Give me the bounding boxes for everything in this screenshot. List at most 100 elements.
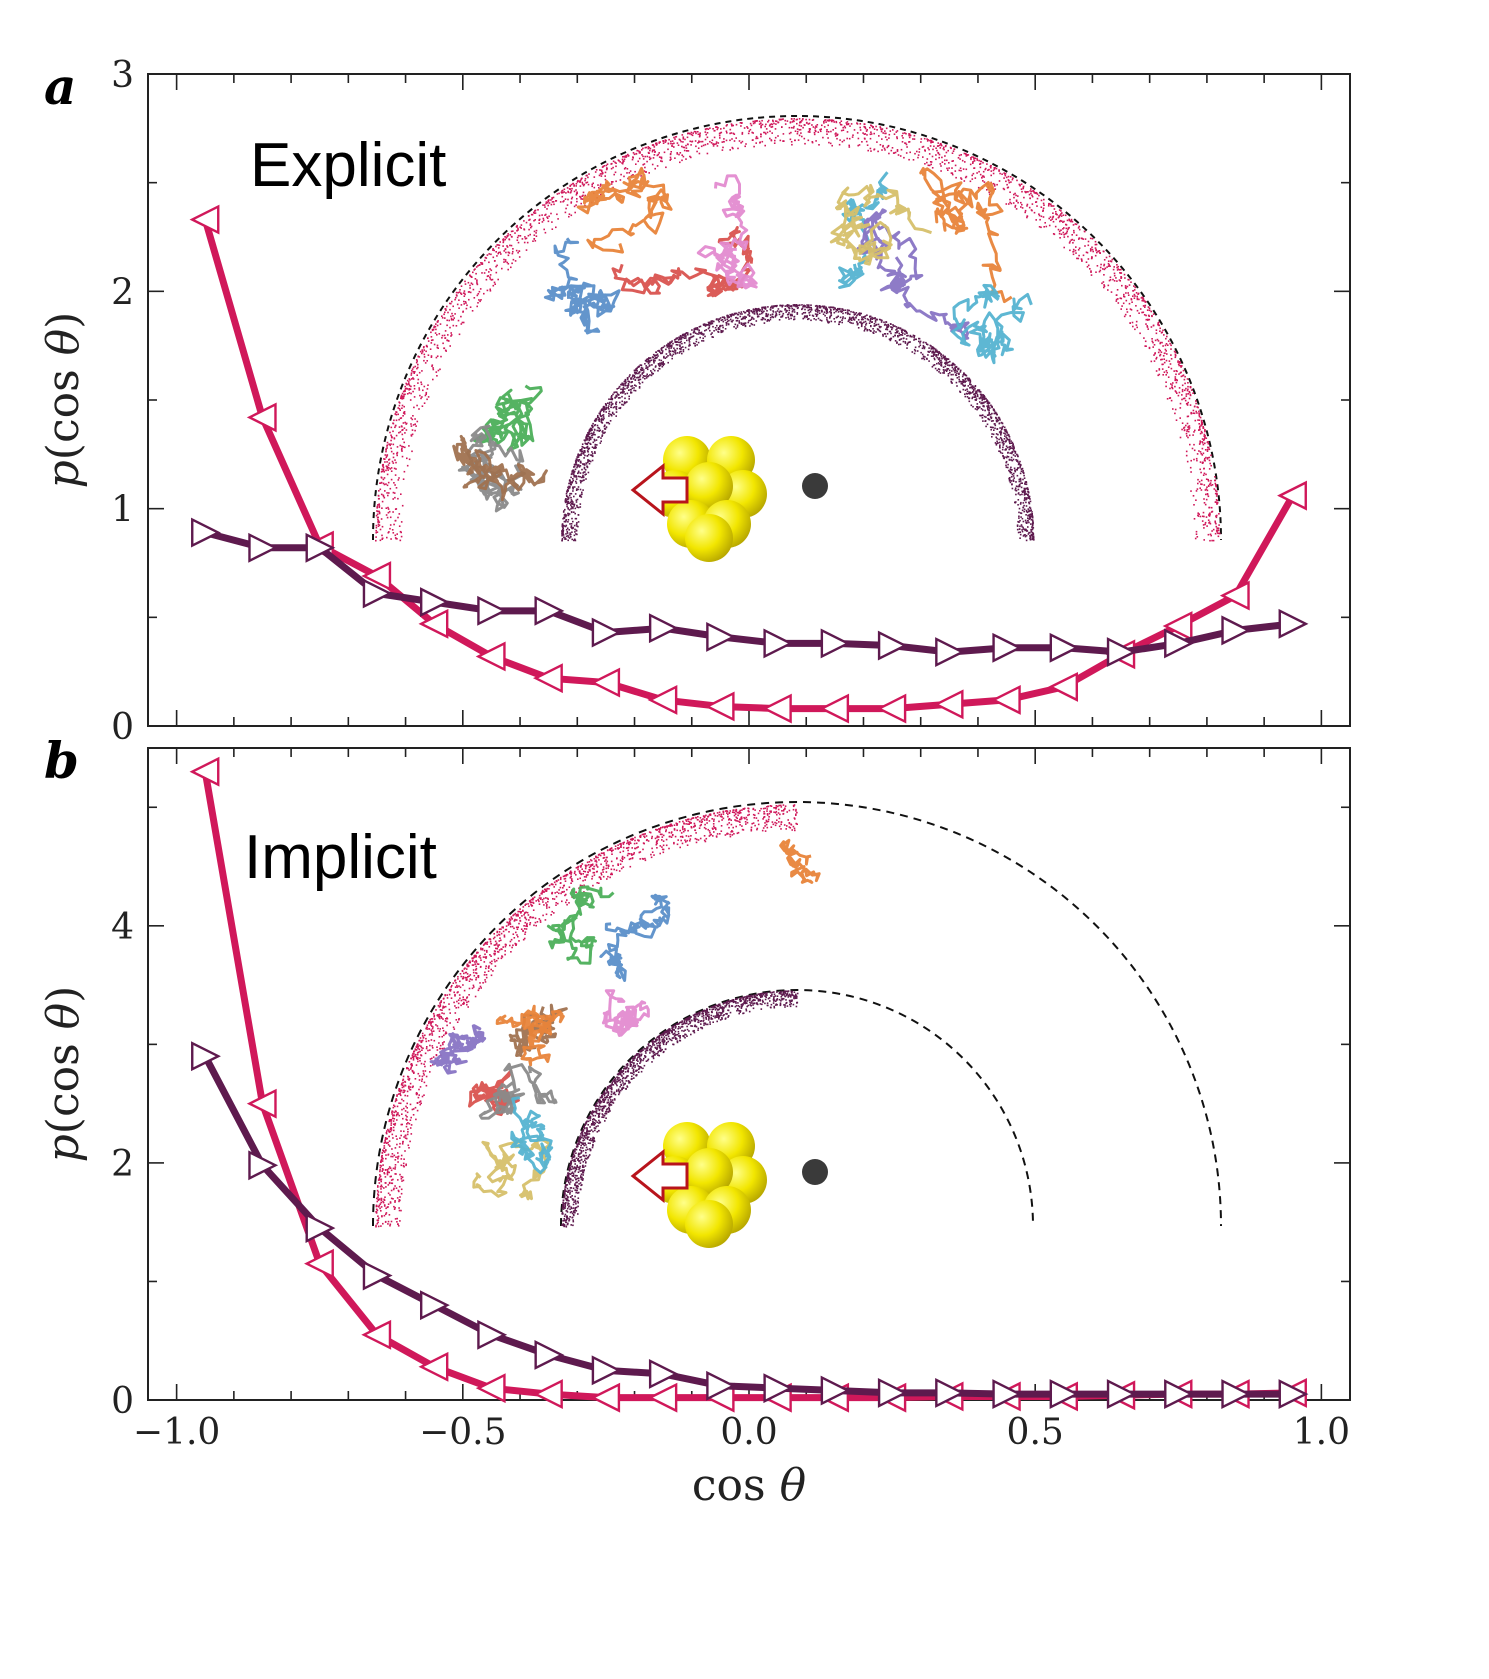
data-point-purple-right-triangles [648,613,679,644]
data-point-red-left-triangles [933,689,964,720]
outer-boundary-arc [372,801,1222,1227]
data-point-purple-right-triangles [935,637,966,668]
data-point-purple-right-triangles [706,621,737,652]
data-point-red-left-triangles [361,561,392,591]
data-point-purple-right-triangles [305,532,336,563]
inner-boundary-arc [560,989,1034,1227]
data-point-red-left-triangles [876,693,907,724]
data-point-red-left-triangles [304,1248,334,1279]
trajectory-left [478,1062,558,1120]
x-tick-label: 0.0 [720,1412,777,1453]
inset-illustration [372,115,1222,562]
outer-speckle-band [375,118,1221,542]
sphere [685,1200,733,1248]
data-point-red-left-triangles [590,667,621,698]
data-point-red-left-triangles [990,684,1021,715]
data-point-purple-right-triangles [419,587,450,618]
data-point-purple-right-triangles [419,1290,450,1321]
data-point-red-left-triangles [246,402,277,433]
probe-dot [802,473,828,499]
data-point-purple-right-triangles [1164,1379,1194,1410]
trajectory-left [473,384,543,452]
panel-title: Implicit [244,823,437,892]
outer-speckle-band [375,804,798,1228]
data-point-red-left-triangles [475,1373,506,1404]
y-axis-label: p(cos θ) [38,312,89,489]
inner-speckle-band [561,304,1035,542]
data-point-purple-right-triangles [820,628,851,659]
y-axis-label: p(cos θ) [38,986,89,1163]
y-tick-label: 4 [111,907,134,948]
data-point-red-left-triangles [647,1382,678,1413]
data-point-purple-right-triangles [191,1041,221,1072]
data-point-purple-right-triangles [877,630,908,661]
trajectory-right [829,183,932,266]
data-point-purple-right-triangles [935,1377,966,1408]
inner-speckle-band [561,990,799,1228]
trajectory-left [510,1096,554,1175]
trajectory-left [696,174,758,290]
data-point-purple-right-triangles [305,1213,336,1244]
data-point-red-left-triangles [532,1379,563,1410]
data-point-purple-right-triangles [1106,1379,1137,1410]
data-point-purple-right-triangles [248,532,279,563]
x-tick-label: −0.5 [419,1412,506,1453]
data-point-red-left-triangles [189,204,220,235]
data-point-purple-right-triangles [820,1375,851,1406]
panel-b: 0 2 4 −1.0 −0.5 0.0 0.5 1.0 cos θ p(cos θ) b Implic… [38,731,1351,1511]
sphere [685,1148,733,1196]
data-point-purple-right-triangles [763,628,794,659]
data-point-purple-right-triangles [362,1260,393,1291]
data-point-red-left-triangles [647,684,678,715]
x-tick-label: −1.0 [133,1412,220,1453]
data-point-red-left-triangles [532,663,563,694]
panel-letter: a [44,57,76,116]
data-point-red-left-triangles [361,1319,392,1350]
trajectory-left [576,166,673,254]
data-point-purple-right-triangles [763,1373,794,1404]
y-tick-label: 2 [111,1144,134,1185]
trajectory-left [599,893,671,982]
data-point-purple-right-triangles [534,595,565,626]
data-point-purple-right-triangles [992,1379,1023,1410]
trajectory-top [838,171,889,289]
sphere [685,462,733,510]
data-point-purple-right-triangles [591,617,622,648]
panel-title: Explicit [250,131,446,200]
data-point-red-left-triangles [475,641,506,672]
data-point-purple-right-triangles [877,1377,908,1408]
trajectory-left [472,1134,552,1201]
y-tick-label: 0 [111,1381,134,1422]
direction-arrow-icon [630,1148,689,1204]
data-point-purple-right-triangles [477,1319,508,1350]
data-point-purple-right-triangles [1106,637,1137,668]
y-tick-label: 2 [111,272,134,313]
data-point-red-left-triangles [1162,611,1193,641]
series-line-purple-right-triangles [201,1052,1297,1398]
data-point-red-left-triangles [1277,480,1307,511]
trajectory-left [452,434,548,502]
data-point-red-left-triangles [819,693,850,724]
trajectory-left [495,1004,565,1067]
data-point-purple-right-triangles [1278,1379,1309,1410]
data-point-red-left-triangles [189,756,220,787]
y-tick-label: 0 [111,707,134,748]
data-point-red-left-triangles [246,1088,277,1119]
data-point-purple-right-triangles [1221,615,1252,646]
data-point-red-left-triangles [704,691,735,722]
outer-boundary-arc [372,115,1222,541]
x-tick-label: 1.0 [1293,1412,1350,1453]
x-tick-label: 0.5 [1007,1412,1064,1453]
trajectory-right [919,167,1013,304]
trajectory-top [779,838,821,884]
trajectory-left [429,1024,487,1075]
inset-illustration [372,801,1222,1248]
trajectory-right [951,283,1033,365]
x-axis-label: cos θ [692,1460,806,1511]
data-point-purple-right-triangles [591,1355,622,1386]
data-point-purple-right-triangles [992,632,1023,663]
panel-a: 0 1 2 3 p(cos θ) a Explicit [38,55,1351,748]
panel-letter: b [44,731,79,790]
data-point-red-left-triangles [1048,671,1079,702]
y-tick-label: 3 [111,55,134,96]
